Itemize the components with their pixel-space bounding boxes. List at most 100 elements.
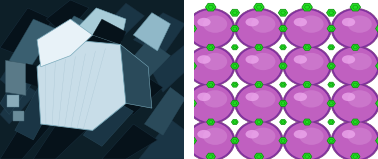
Polygon shape [102, 3, 144, 45]
Circle shape [187, 120, 235, 159]
Polygon shape [37, 40, 126, 130]
Circle shape [235, 46, 283, 86]
Polygon shape [327, 63, 335, 69]
Circle shape [333, 10, 378, 47]
Polygon shape [8, 95, 19, 107]
Circle shape [331, 120, 378, 159]
Polygon shape [144, 87, 185, 135]
Ellipse shape [299, 53, 324, 70]
Ellipse shape [203, 90, 227, 107]
Polygon shape [0, 45, 41, 92]
Polygon shape [279, 26, 287, 32]
Ellipse shape [203, 128, 227, 145]
Polygon shape [231, 63, 239, 69]
Polygon shape [102, 124, 157, 159]
Polygon shape [231, 100, 239, 106]
Ellipse shape [197, 18, 211, 26]
Polygon shape [133, 13, 185, 56]
Polygon shape [26, 64, 41, 87]
Polygon shape [93, 19, 126, 45]
Circle shape [285, 122, 329, 159]
Polygon shape [52, 16, 96, 56]
Polygon shape [280, 82, 287, 87]
Ellipse shape [348, 128, 372, 145]
Circle shape [237, 85, 281, 122]
Circle shape [283, 83, 331, 124]
Ellipse shape [245, 93, 259, 101]
Circle shape [187, 46, 235, 86]
Polygon shape [15, 83, 59, 140]
Polygon shape [328, 82, 335, 87]
Ellipse shape [348, 15, 372, 33]
Polygon shape [187, 25, 197, 32]
Polygon shape [327, 26, 335, 32]
Ellipse shape [251, 128, 276, 145]
Circle shape [235, 120, 283, 159]
Ellipse shape [197, 55, 211, 64]
Polygon shape [302, 153, 312, 159]
Polygon shape [375, 62, 378, 70]
Circle shape [237, 122, 281, 159]
Polygon shape [133, 13, 170, 51]
Polygon shape [231, 82, 238, 87]
Polygon shape [303, 44, 311, 50]
Polygon shape [328, 120, 335, 124]
Polygon shape [83, 99, 133, 146]
Polygon shape [375, 137, 378, 145]
Polygon shape [231, 138, 239, 144]
Circle shape [285, 10, 329, 47]
Polygon shape [255, 44, 263, 50]
Circle shape [237, 47, 281, 85]
Circle shape [333, 85, 378, 122]
Polygon shape [255, 119, 263, 125]
Circle shape [187, 83, 235, 124]
Circle shape [283, 120, 331, 159]
Circle shape [283, 8, 331, 49]
Polygon shape [0, 67, 37, 114]
Ellipse shape [251, 53, 276, 70]
Circle shape [285, 85, 329, 122]
Polygon shape [327, 100, 335, 106]
Polygon shape [46, 0, 89, 35]
Ellipse shape [294, 18, 307, 26]
Polygon shape [206, 119, 215, 125]
Ellipse shape [251, 15, 276, 33]
Circle shape [187, 8, 235, 49]
Polygon shape [230, 9, 240, 16]
Ellipse shape [245, 130, 259, 138]
Ellipse shape [342, 18, 355, 26]
Polygon shape [327, 138, 335, 144]
Ellipse shape [342, 130, 355, 138]
Ellipse shape [348, 90, 372, 107]
Circle shape [235, 8, 283, 49]
Polygon shape [302, 3, 312, 11]
Polygon shape [231, 26, 239, 32]
Polygon shape [33, 111, 89, 159]
Polygon shape [351, 44, 359, 50]
Polygon shape [139, 119, 185, 159]
Polygon shape [254, 3, 264, 11]
Polygon shape [120, 40, 170, 87]
Polygon shape [6, 60, 26, 95]
Ellipse shape [197, 93, 211, 101]
Polygon shape [187, 62, 197, 69]
Polygon shape [70, 29, 111, 67]
Ellipse shape [299, 15, 324, 33]
Circle shape [333, 122, 378, 159]
Ellipse shape [203, 53, 227, 70]
Circle shape [331, 8, 378, 49]
Polygon shape [350, 3, 361, 11]
Polygon shape [187, 100, 197, 107]
Polygon shape [375, 100, 378, 107]
Ellipse shape [299, 90, 324, 107]
Polygon shape [206, 44, 215, 50]
Circle shape [235, 83, 283, 124]
Ellipse shape [342, 93, 355, 101]
Polygon shape [0, 114, 52, 159]
Ellipse shape [294, 93, 307, 101]
Polygon shape [206, 82, 215, 88]
Polygon shape [255, 82, 263, 88]
Polygon shape [278, 9, 288, 16]
Polygon shape [56, 76, 102, 124]
Ellipse shape [245, 18, 259, 26]
